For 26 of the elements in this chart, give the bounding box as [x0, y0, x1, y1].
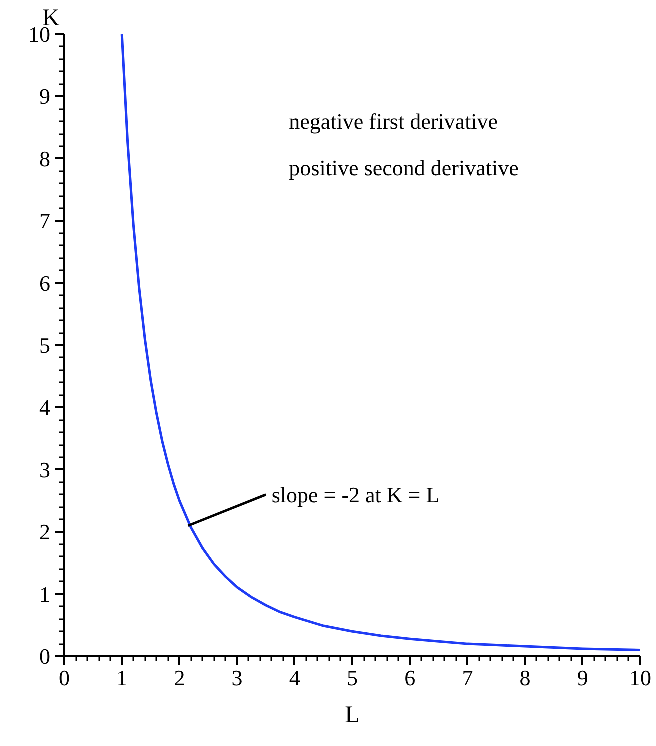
x-tick-label: 4 — [289, 666, 300, 690]
x-tick-label: 6 — [404, 666, 416, 690]
x-tick-label: 9 — [577, 666, 588, 690]
x-tick-label: 3 — [232, 666, 243, 690]
x-tick-label: 1 — [116, 666, 128, 690]
x-tick-label: 0 — [59, 666, 70, 690]
y-tick-label: 8 — [40, 146, 50, 172]
y-tick-label: 7 — [40, 208, 50, 234]
y-tick-label: 1 — [40, 582, 50, 607]
line-series — [120, 34, 640, 652]
y-tick-label: 6 — [40, 270, 50, 296]
x-tick-label: 8 — [520, 666, 531, 690]
y-tick-label: 9 — [40, 84, 50, 110]
y-tick-label: 5 — [40, 333, 50, 358]
annotation: slope = -2 at K = L — [272, 482, 440, 508]
y-tick-label: 4 — [40, 395, 50, 420]
x-tick-label: 10 — [630, 666, 652, 690]
x-tick-label: 2 — [174, 666, 186, 690]
annotation: negative first derivative — [289, 109, 498, 134]
y-tick-label: 0 — [40, 644, 50, 669]
annotation: positive second derivative — [289, 156, 519, 181]
y-tick-label: 3 — [40, 457, 50, 482]
y-tick-label: 2 — [40, 520, 50, 545]
x-tick-label: 7 — [462, 666, 474, 690]
x-tick-label: 5 — [347, 666, 358, 690]
x-axis-title: L — [345, 702, 360, 728]
